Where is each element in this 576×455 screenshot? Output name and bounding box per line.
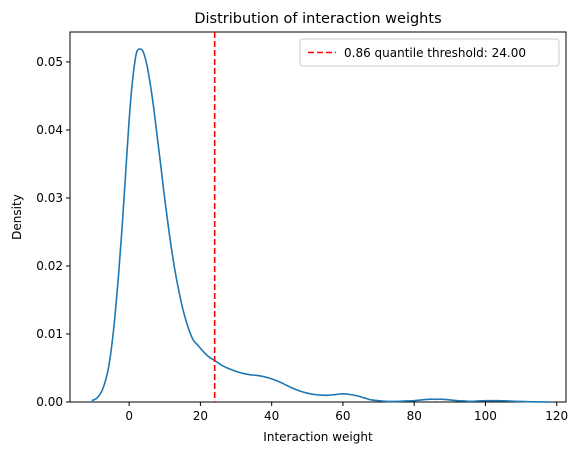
y-axis-ticks: 0.00 0.01 0.02 0.03 0.04 0.05: [36, 55, 70, 409]
x-tick-label: 80: [407, 409, 422, 423]
chart-title: Distribution of interaction weights: [194, 11, 441, 27]
density-curve: [91, 48, 552, 403]
y-tick-label: 0.01: [36, 327, 63, 341]
x-tick-label: 40: [264, 409, 279, 423]
x-tick-label: 100: [474, 409, 497, 423]
y-tick-label: 0.03: [36, 191, 63, 205]
legend-box: [299, 38, 560, 67]
x-tick-label: 20: [193, 409, 208, 423]
legend-label: 0.86 quantile threshold: 24.00: [344, 46, 526, 60]
y-tick-label: 0.00: [36, 395, 63, 409]
y-tick-label: 0.02: [36, 259, 63, 273]
x-tick-label: 120: [545, 409, 568, 423]
y-tick-label: 0.05: [36, 55, 63, 69]
x-axis-ticks: 0 20 40 60 80 100 120: [125, 402, 568, 423]
y-axis-label: Density: [10, 194, 24, 240]
plot-area: 0 20 40 60 80 100 120 0.00 0.01 0.02 0.03 0.04 0.05: [36, 31, 568, 423]
x-axis-label: Interaction weight: [263, 430, 373, 444]
legend: 0.86 quantile threshold: 24.00: [299, 38, 560, 67]
axes-frame: [69, 31, 567, 403]
x-tick-label: 0: [125, 409, 133, 423]
y-tick-label: 0.04: [36, 123, 63, 137]
x-tick-label: 60: [335, 409, 350, 423]
